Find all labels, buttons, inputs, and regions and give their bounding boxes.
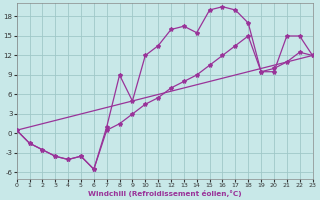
X-axis label: Windchill (Refroidissement éolien,°C): Windchill (Refroidissement éolien,°C): [88, 190, 241, 197]
